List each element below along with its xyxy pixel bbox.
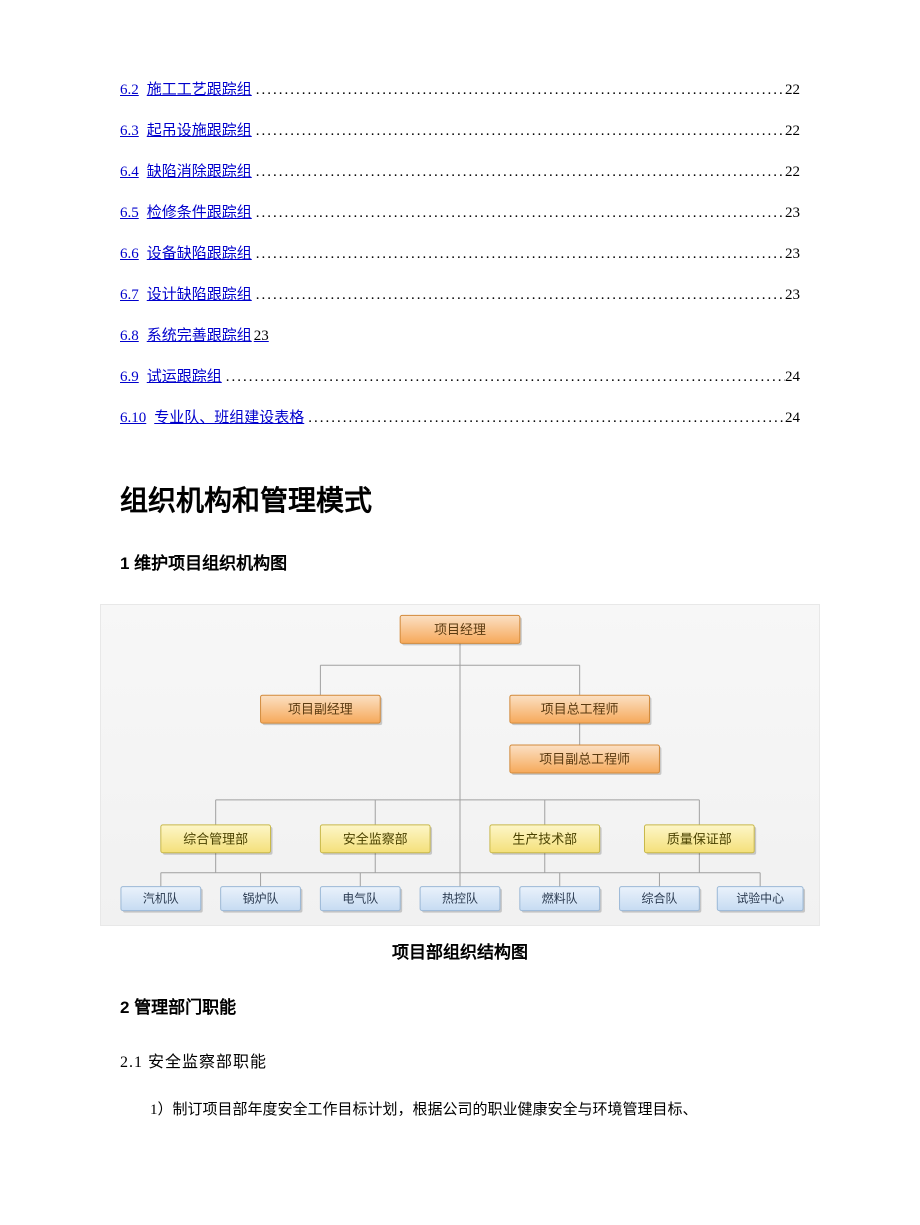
toc-number: 6.2 <box>120 82 139 98</box>
toc-label: 专业队、班组建设表格 <box>154 410 304 426</box>
toc-item: 6.7 设计缺陷跟踪组..............................… <box>120 285 800 306</box>
toc-dots: ........................................… <box>252 80 785 101</box>
toc-number: 6.10 <box>120 410 146 426</box>
toc-item: 6.4 缺陷消除跟踪组..............................… <box>120 162 800 183</box>
toc-dots: ........................................… <box>252 203 785 224</box>
toc-page: 23 <box>254 328 269 344</box>
org-node-label: 安全监察部 <box>343 831 408 846</box>
org-node-label: 项目总工程师 <box>541 702 619 717</box>
org-node-label: 锅炉队 <box>243 891 279 906</box>
toc-item: 6.10 专业队、班组建设表格..........................… <box>120 408 800 429</box>
toc-link[interactable]: 6.8 系统完善跟踪组23 <box>120 326 269 347</box>
toc-link[interactable]: 6.10 专业队、班组建设表格 <box>120 408 304 429</box>
toc-dots: ........................................… <box>252 121 785 142</box>
toc-number: 6.5 <box>120 205 139 221</box>
toc-number: 6.9 <box>120 369 139 385</box>
toc-label: 检修条件跟踪组 <box>147 205 252 221</box>
toc-link[interactable]: 6.3 起吊设施跟踪组 <box>120 121 252 142</box>
org-chart-caption: 项目部组织结构图 <box>120 938 800 963</box>
toc-number: 6.6 <box>120 246 139 262</box>
heading-sub1: 1 维护项目组织机构图 <box>120 549 800 574</box>
toc-item: 6.8 系统完善跟踪组23 <box>120 326 800 347</box>
heading-main: 组织机构和管理模式 <box>120 479 800 519</box>
toc-dots: ........................................… <box>304 408 785 429</box>
toc-link[interactable]: 6.6 设备缺陷跟踪组 <box>120 244 252 265</box>
toc-dots: ........................................… <box>222 367 785 388</box>
toc-page: 23 <box>785 285 800 306</box>
toc-number: 6.3 <box>120 123 139 139</box>
toc-number: 6.8 <box>120 328 139 344</box>
toc-page: 23 <box>785 244 800 265</box>
toc-dots: ........................................… <box>252 162 785 183</box>
org-node-label: 电气队 <box>342 891 378 906</box>
org-node-label: 生产技术部 <box>512 831 577 846</box>
toc-number: 6.4 <box>120 164 139 180</box>
body-paragraph: 1）制订项目部年度安全工作目标计划，根据公司的职业健康安全与环境管理目标、 <box>120 1097 800 1124</box>
toc-page: 24 <box>785 367 800 388</box>
toc-number: 6.7 <box>120 287 139 303</box>
toc-link[interactable]: 6.2 施工工艺跟踪组 <box>120 80 252 101</box>
toc-page: 22 <box>785 162 800 183</box>
toc-label: 起吊设施跟踪组 <box>147 123 252 139</box>
org-node-label: 燃料队 <box>542 891 578 906</box>
org-node-label: 热控队 <box>442 891 478 906</box>
toc-link[interactable]: 6.5 检修条件跟踪组 <box>120 203 252 224</box>
toc-label: 系统完善跟踪组 <box>147 328 252 344</box>
org-node-label: 综合管理部 <box>183 831 248 846</box>
org-node-label: 项目副总工程师 <box>539 752 630 767</box>
toc-item: 6.2 施工工艺跟踪组..............................… <box>120 80 800 101</box>
org-node-label: 项目经理 <box>434 622 486 637</box>
toc-label: 设计缺陷跟踪组 <box>147 287 252 303</box>
toc-page: 23 <box>785 203 800 224</box>
heading-sub2: 2 管理部门职能 <box>120 993 800 1018</box>
org-node-label: 汽机队 <box>143 891 179 906</box>
toc-page: 24 <box>785 408 800 429</box>
toc-item: 6.3 起吊设施跟踪组..............................… <box>120 121 800 142</box>
toc-link[interactable]: 6.9 试运跟踪组 <box>120 367 222 388</box>
toc-dots: ........................................… <box>252 285 785 306</box>
toc-link[interactable]: 6.7 设计缺陷跟踪组 <box>120 285 252 306</box>
toc-item: 6.9 试运跟踪组................................… <box>120 367 800 388</box>
toc-item: 6.5 检修条件跟踪组..............................… <box>120 203 800 224</box>
toc-label: 施工工艺跟踪组 <box>147 82 252 98</box>
toc-page: 22 <box>785 121 800 142</box>
heading-sub3: 2.1 安全监察部职能 <box>120 1048 800 1072</box>
toc-list: 6.2 施工工艺跟踪组..............................… <box>120 80 800 429</box>
toc-dots: ........................................… <box>252 244 785 265</box>
org-node-label: 项目副经理 <box>288 702 353 717</box>
org-node-label: 质量保证部 <box>667 831 732 846</box>
toc-label: 设备缺陷跟踪组 <box>147 246 252 262</box>
toc-label: 试运跟踪组 <box>147 369 222 385</box>
org-node-label: 试验中心 <box>736 891 784 906</box>
toc-label: 缺陷消除跟踪组 <box>147 164 252 180</box>
org-chart: 项目经理项目副经理 项目总工程师项目副总工程师综合管理部 安全监察部 生产技术部 质量保… <box>100 604 820 926</box>
toc-link[interactable]: 6.4 缺陷消除跟踪组 <box>120 162 252 183</box>
org-chart-svg: 项目经理项目副经理 项目总工程师项目副总工程师综合管理部 安全监察部 生产技术部 质量保… <box>101 605 819 925</box>
org-node-label: 综合队 <box>642 891 678 906</box>
toc-item: 6.6 设备缺陷跟踪组..............................… <box>120 244 800 265</box>
toc-page: 22 <box>785 80 800 101</box>
